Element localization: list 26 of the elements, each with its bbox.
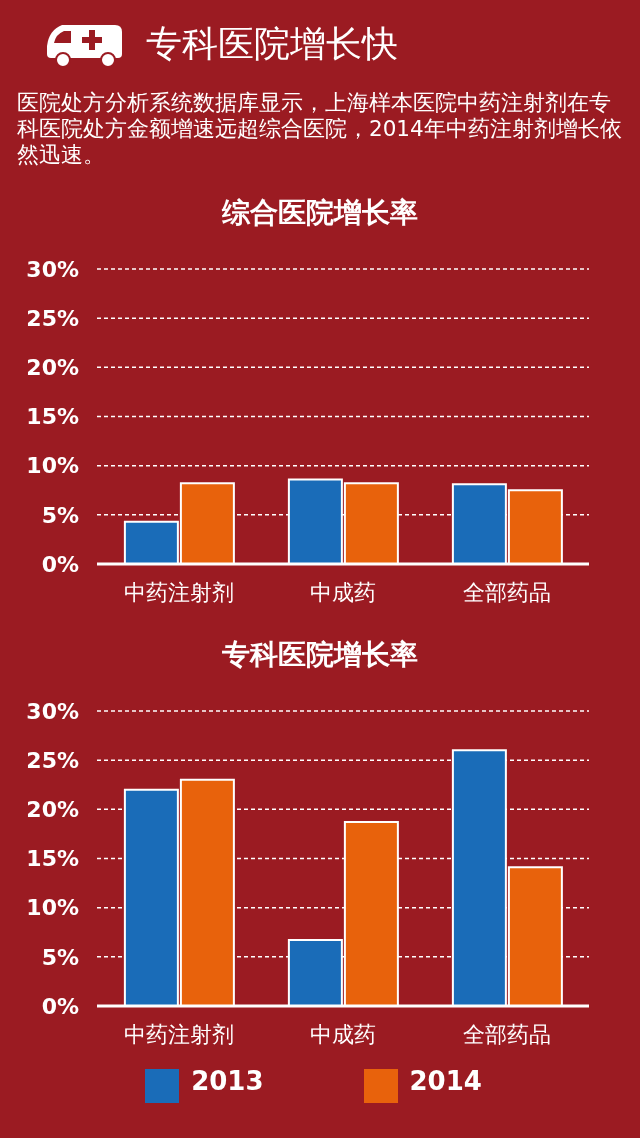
y-tick-label: 15% (26, 846, 79, 872)
chart-title: 专科医院增长率 (222, 637, 418, 673)
x-tick-label: 全部药品 (463, 579, 551, 605)
y-tick-label: 10% (26, 453, 79, 479)
y-tick-label: 5% (41, 502, 79, 528)
x-tick-label: 全部药品 (463, 1021, 551, 1047)
y-tick-label: 0% (41, 993, 79, 1019)
x-tick-label: 中药注射剂 (124, 579, 234, 605)
y-tick-label: 0% (41, 551, 79, 577)
y-tick-label: 30% (26, 256, 79, 282)
chart-title: 综合医院增长率 (222, 195, 418, 231)
y-tick-label: 10% (26, 895, 79, 921)
x-tick-label: 中成药 (310, 1021, 376, 1047)
text: 医院处方分析系统数据库显示，上海样本医院中药注射剂在专科医院处方金额增速远超综合医院，2014年中药注射剂增长依然迅速。 (17, 90, 623, 168)
x-tick-label: 中药注射剂 (124, 1021, 234, 1047)
y-tick-label: 25% (26, 747, 79, 773)
y-tick-label: 25% (26, 305, 79, 331)
x-tick-label: 中成药 (310, 579, 376, 605)
y-tick-label: 30% (26, 698, 79, 724)
legend-label: 2013 (191, 1066, 264, 1096)
text: 专科医院增长快 (146, 22, 398, 66)
legend-label: 2014 (409, 1066, 482, 1096)
y-tick-label: 5% (41, 944, 79, 970)
y-tick-label: 20% (26, 355, 79, 381)
y-tick-label: 20% (26, 797, 79, 823)
y-tick-label: 15% (26, 404, 79, 430)
